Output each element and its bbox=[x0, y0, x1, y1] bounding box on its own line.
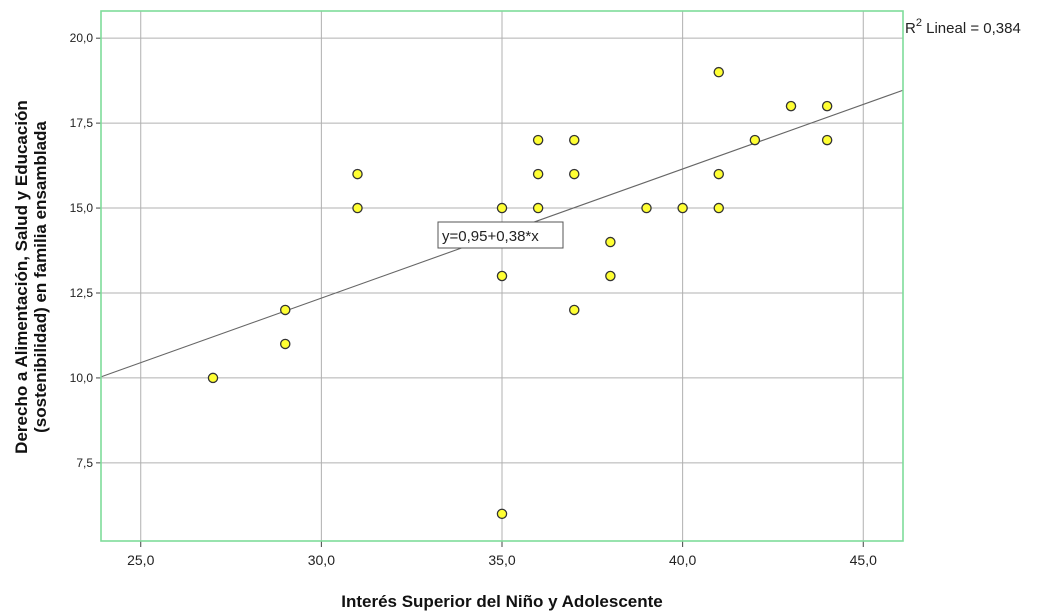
scatter-point bbox=[569, 168, 580, 180]
x-axis-title: Interés Superior del Niño y Adolescente bbox=[341, 592, 663, 611]
scatter-point bbox=[749, 134, 761, 146]
scatter-point bbox=[641, 202, 652, 214]
scatter-point bbox=[496, 508, 508, 520]
scatter-point bbox=[279, 338, 291, 350]
y-tick-labels: 7,5 10,0 12,5 15,0 17,5 20,0 bbox=[70, 31, 94, 470]
y-tick-label: 7,5 bbox=[76, 456, 93, 470]
scatter-point bbox=[279, 304, 291, 316]
plot-frame bbox=[100, 10, 904, 542]
r-squared-label: R2 Lineal = 0,384 bbox=[905, 17, 1021, 37]
y-axis-title-line2: (sostenibilidad) en familia ensamblada bbox=[31, 121, 50, 433]
equation-label: y=0,95+0,38*x bbox=[442, 228, 539, 245]
y-axis-title-line1: Derecho a Alimentación, Salud y Educació… bbox=[12, 100, 31, 454]
scatter-point bbox=[605, 236, 616, 248]
scatter-point bbox=[207, 372, 219, 384]
scatter-point bbox=[569, 134, 580, 146]
scatter-point bbox=[352, 168, 363, 180]
y-tick-label: 20,0 bbox=[70, 31, 94, 45]
x-tick-label: 45,0 bbox=[850, 552, 877, 568]
x-tick-label: 40,0 bbox=[669, 552, 696, 568]
y-tick-label: 17,5 bbox=[70, 116, 94, 130]
y-axis-title: Derecho a Alimentación, Salud y Educació… bbox=[12, 100, 50, 454]
y-tick-label: 12,5 bbox=[70, 286, 94, 300]
data-points bbox=[207, 66, 833, 520]
x-tick-label: 25,0 bbox=[127, 552, 154, 568]
scatter-point bbox=[713, 168, 725, 180]
y-tick-label: 15,0 bbox=[70, 201, 94, 215]
scatter-point bbox=[532, 202, 544, 214]
scatter-point bbox=[532, 134, 544, 146]
equation-label-box: y=0,95+0,38*x bbox=[437, 221, 564, 249]
x-tick-labels: 25,0 30,0 35,0 40,0 45,0 bbox=[127, 552, 877, 568]
y-tick-label: 10,0 bbox=[70, 371, 94, 385]
scatter-point bbox=[496, 270, 508, 282]
scatter-point bbox=[821, 134, 833, 146]
scatter-point bbox=[713, 202, 725, 214]
scatter-point bbox=[352, 202, 363, 214]
x-tick-label: 30,0 bbox=[308, 552, 335, 568]
scatter-point bbox=[605, 270, 616, 282]
scatter-point bbox=[532, 168, 544, 180]
scatter-point bbox=[569, 304, 580, 316]
scatter-point bbox=[713, 66, 725, 78]
scatter-point bbox=[677, 202, 688, 214]
x-tick-label: 35,0 bbox=[488, 552, 515, 568]
scatter-point bbox=[821, 100, 833, 112]
scatter-point bbox=[496, 202, 508, 214]
scatter-point bbox=[785, 100, 797, 112]
